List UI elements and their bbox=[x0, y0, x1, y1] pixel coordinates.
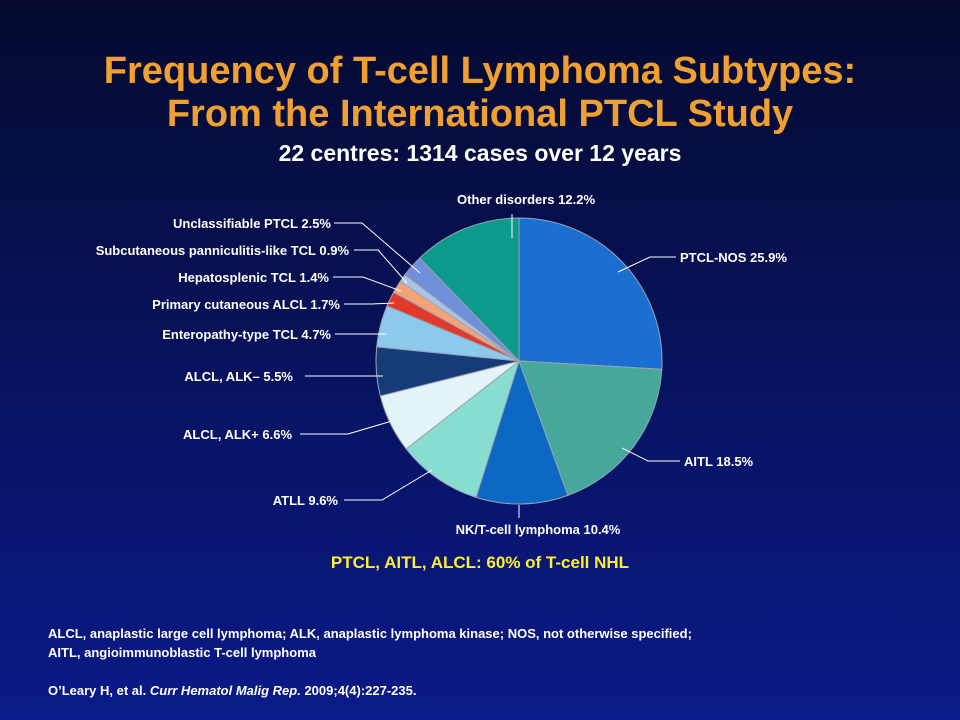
footnote-line-1: ALCL, anaplastic large cell lymphoma; AL… bbox=[48, 626, 692, 641]
slice-label: Other disorders 12.2% bbox=[457, 192, 595, 207]
pie-slice bbox=[405, 359, 520, 499]
slice-label: Unclassifiable PTCL 2.5% bbox=[173, 216, 331, 231]
leader-line bbox=[334, 222, 421, 274]
leader-line bbox=[300, 420, 393, 435]
citation-details: 2009;4(4):227-235. bbox=[300, 683, 417, 698]
slice-label: ATLL 9.6% bbox=[273, 493, 339, 508]
slide-subtitle: 22 centres: 1314 cases over 12 years bbox=[278, 140, 682, 166]
citation: O’Leary H, et al. Curr Hematol Malig Rep… bbox=[48, 683, 416, 698]
pie-slice bbox=[518, 360, 663, 497]
title-line-2: From the International PTCL Study bbox=[166, 93, 794, 135]
slice-label: Primary cutaneous ALCL 1.7% bbox=[152, 297, 340, 312]
slice-label: AITL 18.5% bbox=[684, 454, 754, 469]
slice-label: ALCL, ALK– 5.5% bbox=[184, 369, 293, 384]
pie-slice bbox=[475, 359, 569, 505]
slice-label: Subcutaneous panniculitis-like TCL 0.9% bbox=[96, 243, 350, 258]
pie-chart: PTCL-NOS 25.9% AITL 18.5% NK/T-cell lympho… bbox=[96, 192, 787, 537]
citation-journal: Curr Hematol Malig Rep. bbox=[149, 683, 301, 698]
pie-slice bbox=[518, 217, 663, 370]
slide-title: Frequency of T-cell Lymphoma Subtypes: F… bbox=[0, 50, 960, 136]
citation-authors: O’Leary H, et al. bbox=[48, 683, 150, 698]
highlight-statement: PTCL, AITL, ALCL: 60% of T-cell NHL bbox=[330, 553, 630, 572]
leader-line bbox=[621, 447, 680, 462]
pie-slice bbox=[419, 217, 520, 363]
title-line-1: Frequency of T-cell Lymphoma Subtypes: bbox=[103, 50, 857, 92]
leader-line bbox=[333, 276, 402, 292]
leader-line bbox=[617, 256, 676, 273]
slice-label: NK/T-cell lymphoma 10.4% bbox=[456, 522, 621, 537]
slice-label: ALCL, ALK+ 6.6% bbox=[183, 427, 292, 442]
leader-line bbox=[344, 302, 395, 305]
footnote-line-2: AITL, angioimmunoblastic T-cell lymphoma bbox=[48, 645, 316, 660]
slice-label: Hepatosplenic TCL 1.4% bbox=[178, 270, 329, 285]
slice-label: PTCL-NOS 25.9% bbox=[680, 250, 787, 265]
leader-line bbox=[344, 469, 433, 501]
leader-line bbox=[354, 249, 408, 284]
slice-label: Enteropathy-type TCL 4.7% bbox=[162, 327, 331, 342]
